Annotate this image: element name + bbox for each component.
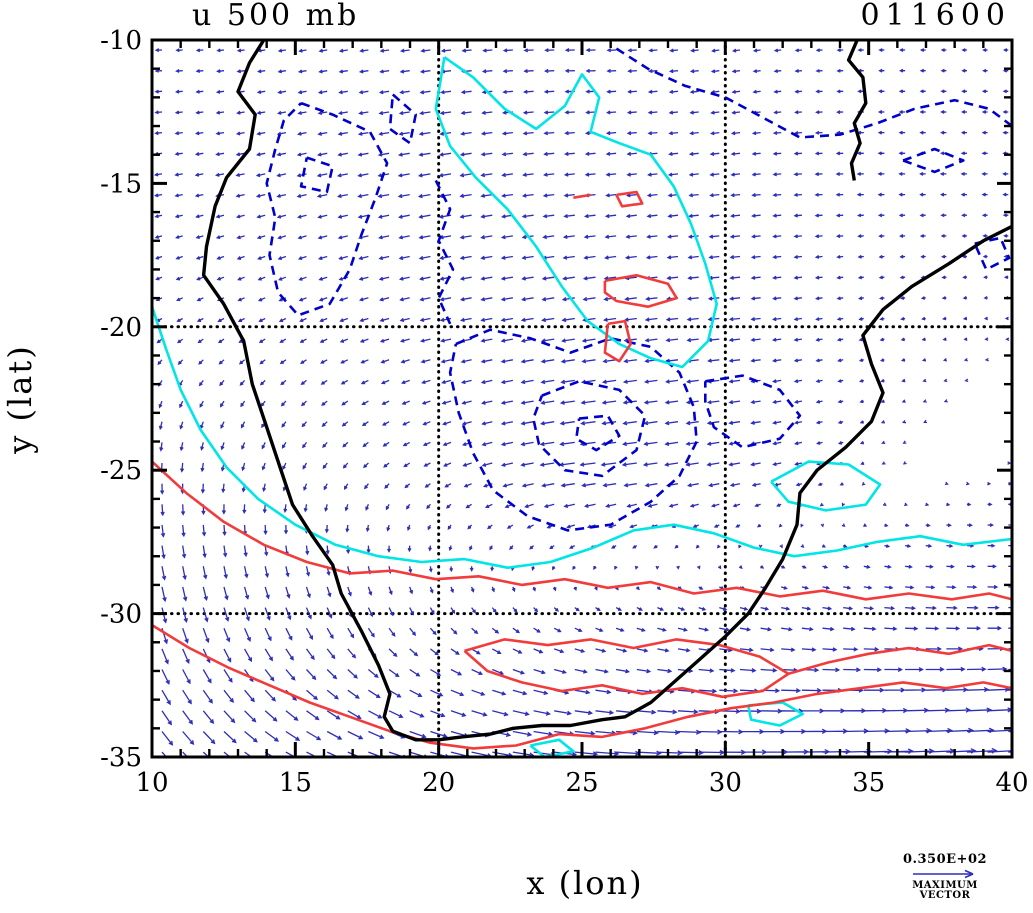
svg-text:20: 20: [422, 768, 455, 798]
svg-text:-25: -25: [100, 456, 142, 486]
svg-text:-20: -20: [100, 313, 142, 343]
field-layers: [152, 40, 1012, 757]
svg-text:-35: -35: [100, 743, 142, 773]
x-axis-label: x (lon): [526, 864, 644, 902]
svg-text:-15: -15: [100, 169, 142, 199]
svg-text:-30: -30: [100, 600, 142, 630]
svg-text:35: 35: [852, 768, 885, 798]
axis-ticks: [150, 38, 1014, 759]
svg-text:30: 30: [709, 768, 742, 798]
plot-title: u 500 mb: [192, 0, 360, 33]
svg-text:-10: -10: [100, 26, 142, 56]
contours-negative-u-dashed-blue: [265, 47, 1012, 532]
svg-text:10: 10: [135, 768, 168, 798]
max-vector-legend: 0.350E+02 MAXIMUM VECTOR: [885, 853, 1005, 902]
max-vector-value: 0.350E+02: [902, 852, 988, 867]
max-vector-label-text: MAXIMUM VECTOR: [912, 879, 978, 902]
plot-timestamp: 011600: [860, 0, 1011, 33]
tick-labels: 10 15 20 25 30 35 40 -10 -15 -20 -25 -30 -35: [100, 26, 1028, 798]
wind-vectors: [153, 48, 1012, 757]
coastlines: [201, 40, 1012, 742]
max-vector-arrow-icon: [913, 869, 974, 878]
svg-text:40: 40: [995, 768, 1028, 798]
contours-positive-u-red: [152, 190, 1012, 750]
svg-text:15: 15: [279, 768, 312, 798]
svg-text:25: 25: [565, 768, 598, 798]
